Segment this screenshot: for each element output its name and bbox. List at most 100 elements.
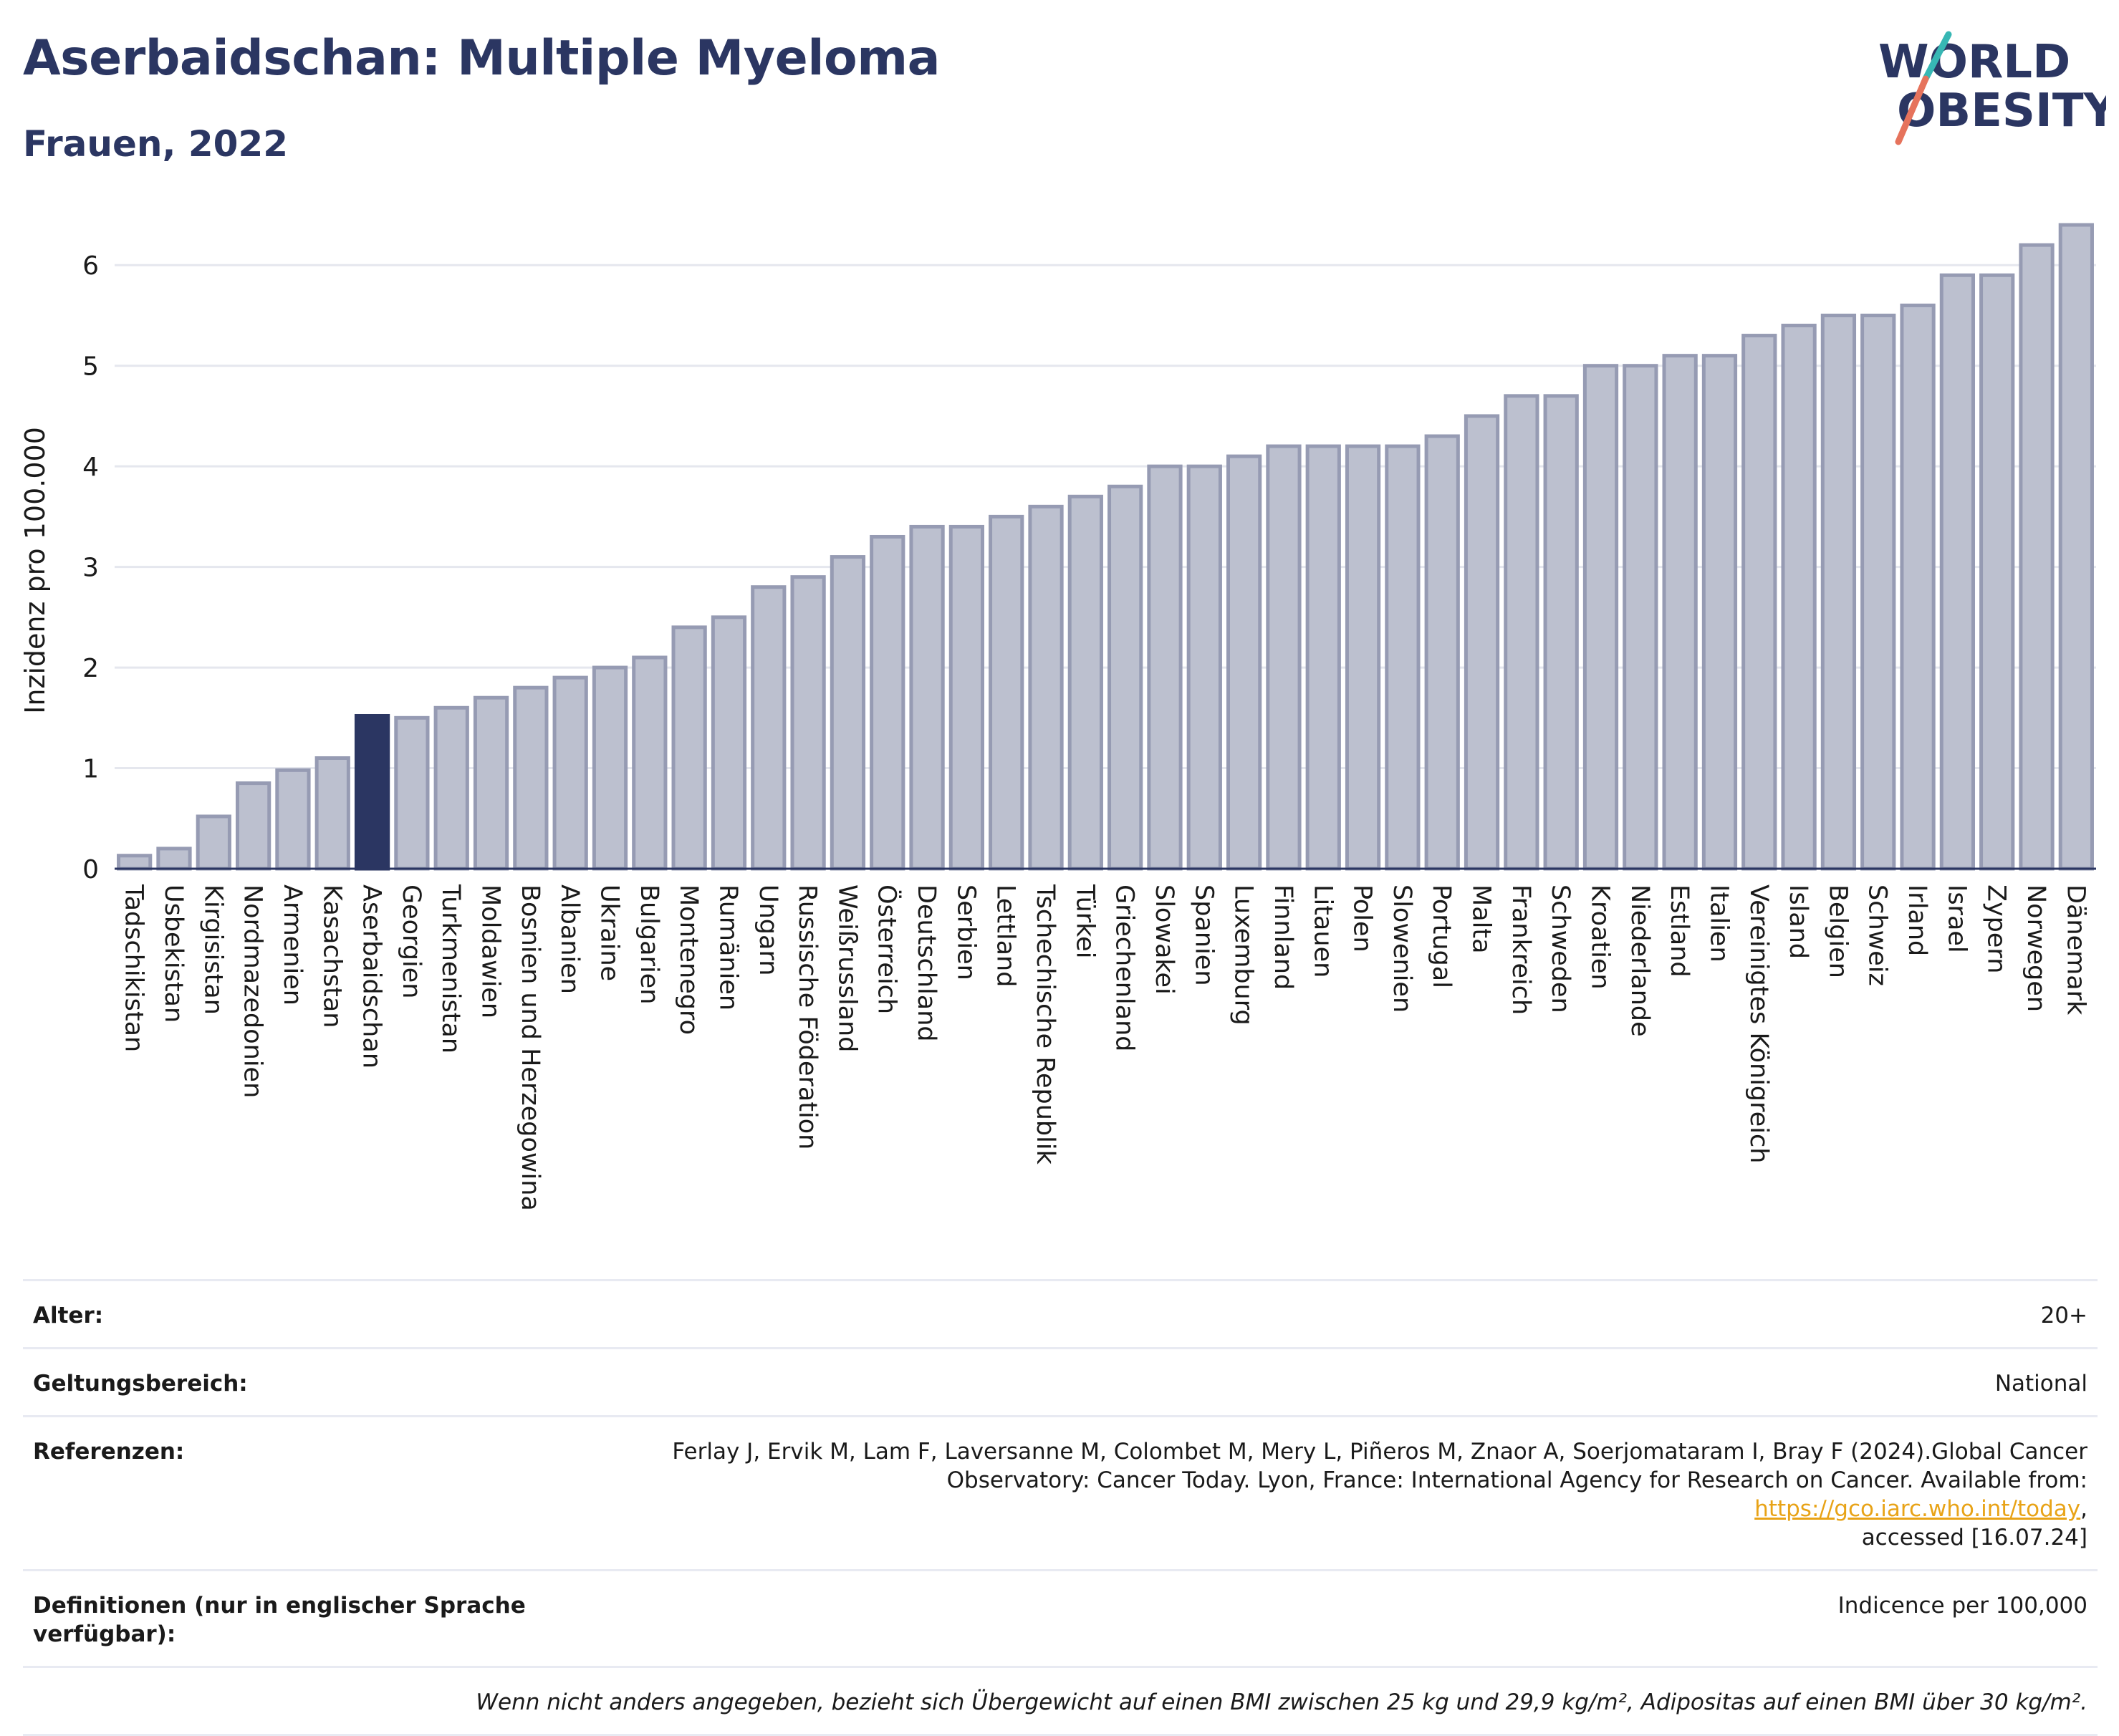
logo-slash-coral — [1895, 75, 1929, 145]
bar-schweden[interactable] — [1543, 394, 1579, 871]
x-tick-label: Slowakei — [1150, 884, 1178, 995]
x-tick-label: Georgien — [397, 884, 426, 999]
bar-spanien[interactable] — [1186, 464, 1222, 871]
x-tick-label: Turkmenistan — [436, 884, 465, 1053]
scope-label: Geltungsbereich: — [33, 1371, 248, 1397]
x-tick-label: Estland — [1665, 884, 1693, 978]
bar-luxemburg[interactable] — [1226, 454, 1262, 871]
x-tick-label: Lettland — [991, 884, 1020, 987]
bar-niederlande[interactable] — [1623, 364, 1658, 871]
x-tick-label: Finnland — [1269, 884, 1297, 990]
bar-slowenien[interactable] — [1385, 444, 1421, 871]
bar-russische-föderation[interactable] — [790, 575, 826, 871]
bar-bulgarien[interactable] — [632, 655, 668, 871]
bar-deutschland[interactable] — [909, 524, 945, 871]
bar-österreich[interactable] — [870, 534, 905, 871]
age-value: 20+ — [2040, 1303, 2087, 1328]
bar-irland[interactable] — [1900, 303, 1936, 871]
x-tick-label: Ungarn — [754, 884, 782, 975]
bar-dänemark[interactable] — [2058, 223, 2094, 871]
x-tick-label: Usbekistan — [159, 884, 188, 1023]
bar-slowakei[interactable] — [1147, 464, 1183, 871]
x-tick-label: Tadschikistan — [120, 884, 148, 1052]
bar-chart: 0 1 2 3 4 5 6 Tadschikistan Usbekistan Kirgisist… — [19, 223, 2096, 1211]
x-tick-label: Polen — [1348, 884, 1377, 953]
x-tick-label: Island — [1784, 884, 1812, 959]
bar-rumänien[interactable] — [711, 615, 747, 871]
x-tick-label: Slowenien — [1388, 884, 1416, 1013]
meta-row-age: Alter: 20+ — [23, 1279, 2098, 1347]
x-tick-label: Irland — [1903, 884, 1931, 956]
bar-nordmazedonien[interactable] — [235, 781, 272, 871]
bars — [117, 223, 2094, 871]
bar-albanien[interactable] — [552, 675, 588, 871]
x-tick-label: Bosnien und Herzegowina — [516, 884, 544, 1211]
x-tick-label: Russische Föderation — [793, 884, 822, 1149]
bar-griechenland[interactable] — [1107, 484, 1143, 871]
bar-polen[interactable] — [1345, 444, 1381, 871]
x-tick-label: Türkei — [1070, 884, 1099, 958]
x-tick-label: Kroatien — [1586, 884, 1615, 990]
bar-aserbaidschan[interactable] — [354, 713, 390, 871]
bmi-note: Wenn nicht anders angegeben, bezieht sic… — [476, 1689, 2087, 1715]
bar-schweiz[interactable] — [1860, 313, 1896, 871]
x-tick-label: Kirgisistan — [198, 884, 227, 1015]
x-tick-label: Ukraine — [595, 884, 624, 981]
x-tick-label: Schweden — [1546, 884, 1575, 1013]
bar-portugal[interactable] — [1424, 434, 1460, 871]
references-text-3: , — [2080, 1496, 2087, 1522]
x-tick-label: Israel — [1942, 884, 1971, 953]
meta-row-definitions: Definitionen (nur in englischer Sprache … — [23, 1569, 2098, 1666]
bar-ukraine[interactable] — [592, 665, 628, 871]
bar-serbien[interactable] — [948, 524, 985, 871]
bar-israel[interactable] — [1939, 273, 1976, 871]
bar-malta[interactable] — [1464, 414, 1500, 871]
x-tick-label: Deutschland — [912, 884, 941, 1042]
x-tick-label: Italien — [1704, 884, 1733, 963]
bar-kroatien[interactable] — [1582, 364, 1619, 871]
x-tick-label: Bulgarien — [635, 884, 663, 1004]
x-tick-label: Spanien — [1189, 884, 1218, 986]
bar-norwegen[interactable] — [2019, 243, 2055, 871]
x-tick-label: Belgien — [1823, 884, 1852, 978]
bar-zypern[interactable] — [1979, 273, 2015, 871]
logo-slash-teal — [1922, 31, 1952, 82]
x-tick-label: Österreich — [873, 884, 903, 1014]
bar-lettland[interactable] — [989, 514, 1024, 871]
world-obesity-logo[interactable]: WORLD OBESITY — [1863, 29, 2106, 158]
x-tick-label: Portugal — [1427, 884, 1456, 988]
scope-value: National — [1994, 1371, 2087, 1397]
bar-weißrussland[interactable] — [830, 555, 866, 871]
bar-tschechische-republik[interactable] — [1028, 504, 1064, 871]
x-tick-label: Zypern — [1982, 884, 2011, 973]
references-text-2: Observatory: Cancer Today. Lyon, France:… — [946, 1467, 2087, 1493]
bar-litauen[interactable] — [1305, 444, 1341, 871]
bar-tadschikistan[interactable] — [117, 854, 153, 871]
bar-montenegro[interactable] — [671, 625, 707, 871]
bar-vereinigtes-königreich[interactable] — [1741, 334, 1777, 871]
bar-moldawien[interactable] — [473, 695, 509, 871]
y-tick-label: 1 — [82, 755, 99, 784]
bar-estland[interactable] — [1662, 354, 1698, 871]
references-link[interactable]: https://gco.iarc.who.int/today — [1754, 1496, 2081, 1522]
x-tick-label: Montenegro — [674, 884, 703, 1035]
x-tick-label: Litauen — [1308, 884, 1337, 978]
bar-turkmenistan[interactable] — [433, 705, 469, 871]
bar-usbekistan[interactable] — [156, 847, 192, 871]
bar-frankreich[interactable] — [1504, 394, 1539, 871]
bar-kirgisistan[interactable] — [196, 814, 231, 871]
y-tick-label: 6 — [82, 251, 99, 281]
bar-belgien[interactable] — [1820, 313, 1857, 871]
y-tick-label: 2 — [82, 654, 99, 683]
x-tick-label: Aserbaidschan — [357, 884, 386, 1069]
bar-italien[interactable] — [1701, 354, 1738, 871]
bar-georgien[interactable] — [394, 715, 430, 871]
bar-bosnien-und-herzegowina[interactable] — [513, 685, 549, 871]
bar-türkei[interactable] — [1067, 494, 1103, 871]
bar-ungarn[interactable] — [751, 585, 787, 871]
bar-armenien[interactable] — [275, 768, 311, 871]
page-subtitle: Frauen, 2022 — [23, 123, 289, 165]
bar-kasachstan[interactable] — [314, 756, 350, 871]
bar-island[interactable] — [1781, 324, 1817, 871]
bar-finnland[interactable] — [1266, 444, 1302, 871]
